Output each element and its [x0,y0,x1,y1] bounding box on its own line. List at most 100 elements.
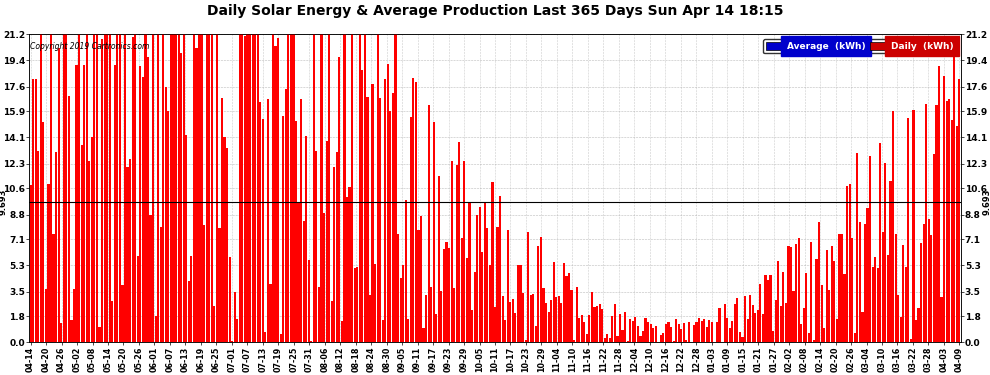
Bar [122,285,124,342]
Bar [188,281,190,342]
Bar [30,185,32,342]
Bar [473,272,475,342]
Bar [50,34,52,342]
Bar [864,224,866,342]
Bar [823,328,826,342]
Bar [769,275,771,342]
Bar [900,317,902,342]
Bar [644,318,646,342]
Bar [127,167,129,342]
Bar [455,165,457,342]
Bar [604,338,606,342]
Bar [351,34,353,342]
Bar [366,98,368,342]
Bar [811,242,813,342]
Bar [599,304,601,342]
Bar [767,279,769,342]
Bar [787,246,790,342]
Bar [575,287,578,342]
Bar [772,330,774,342]
Bar [45,289,47,342]
Bar [688,322,690,342]
Bar [436,314,438,342]
Bar [374,264,376,342]
Bar [907,118,910,342]
Bar [478,207,481,342]
Bar [369,295,371,342]
Bar [402,265,404,342]
Bar [530,295,532,342]
Bar [389,111,391,342]
Bar [630,319,632,342]
Bar [318,287,320,342]
Bar [861,312,863,342]
Bar [785,303,787,342]
Bar [955,126,958,342]
Bar [749,295,751,342]
Bar [622,330,624,342]
Bar [889,181,892,342]
Bar [208,34,210,342]
Bar [739,332,742,342]
Bar [239,34,241,342]
Bar [111,301,113,342]
Bar [67,96,70,342]
Bar [562,262,565,342]
Bar [134,34,137,342]
Bar [323,213,325,342]
Bar [180,53,182,342]
Bar [57,48,59,342]
Bar [928,219,930,342]
Bar [468,202,470,342]
Bar [649,324,651,342]
Bar [808,333,810,342]
Bar [507,230,509,342]
Bar [430,287,433,342]
Bar [520,265,522,342]
Bar [244,36,247,342]
Bar [764,275,766,342]
Bar [836,319,838,342]
Bar [313,34,315,342]
Bar [60,323,62,342]
Bar [846,186,848,342]
Bar [177,34,179,342]
Bar [555,297,557,342]
Bar [568,273,570,342]
Bar [116,34,119,342]
Bar [328,34,331,342]
Bar [149,216,151,342]
Bar [716,322,718,342]
Bar [83,66,85,342]
Bar [88,161,90,342]
Bar [905,267,907,342]
Legend: Average  (kWh), Daily  (kWh): Average (kWh), Daily (kWh) [763,39,956,53]
Bar [200,34,203,342]
Bar [285,89,287,342]
Bar [670,327,672,342]
Bar [925,104,928,342]
Bar [157,34,159,342]
Bar [300,99,302,342]
Bar [581,315,583,342]
Bar [953,36,955,342]
Bar [216,34,218,342]
Bar [871,267,874,342]
Bar [858,222,861,342]
Bar [533,294,535,342]
Bar [460,238,463,342]
Bar [737,297,739,342]
Bar [698,318,700,342]
Bar [259,102,261,342]
Bar [321,34,323,342]
Bar [609,338,611,342]
Bar [211,34,213,342]
Bar [831,246,833,342]
Bar [614,304,616,342]
Bar [287,34,289,342]
Bar [512,299,514,342]
Bar [70,320,72,342]
Bar [938,66,940,342]
Bar [540,237,542,342]
Bar [724,304,726,342]
